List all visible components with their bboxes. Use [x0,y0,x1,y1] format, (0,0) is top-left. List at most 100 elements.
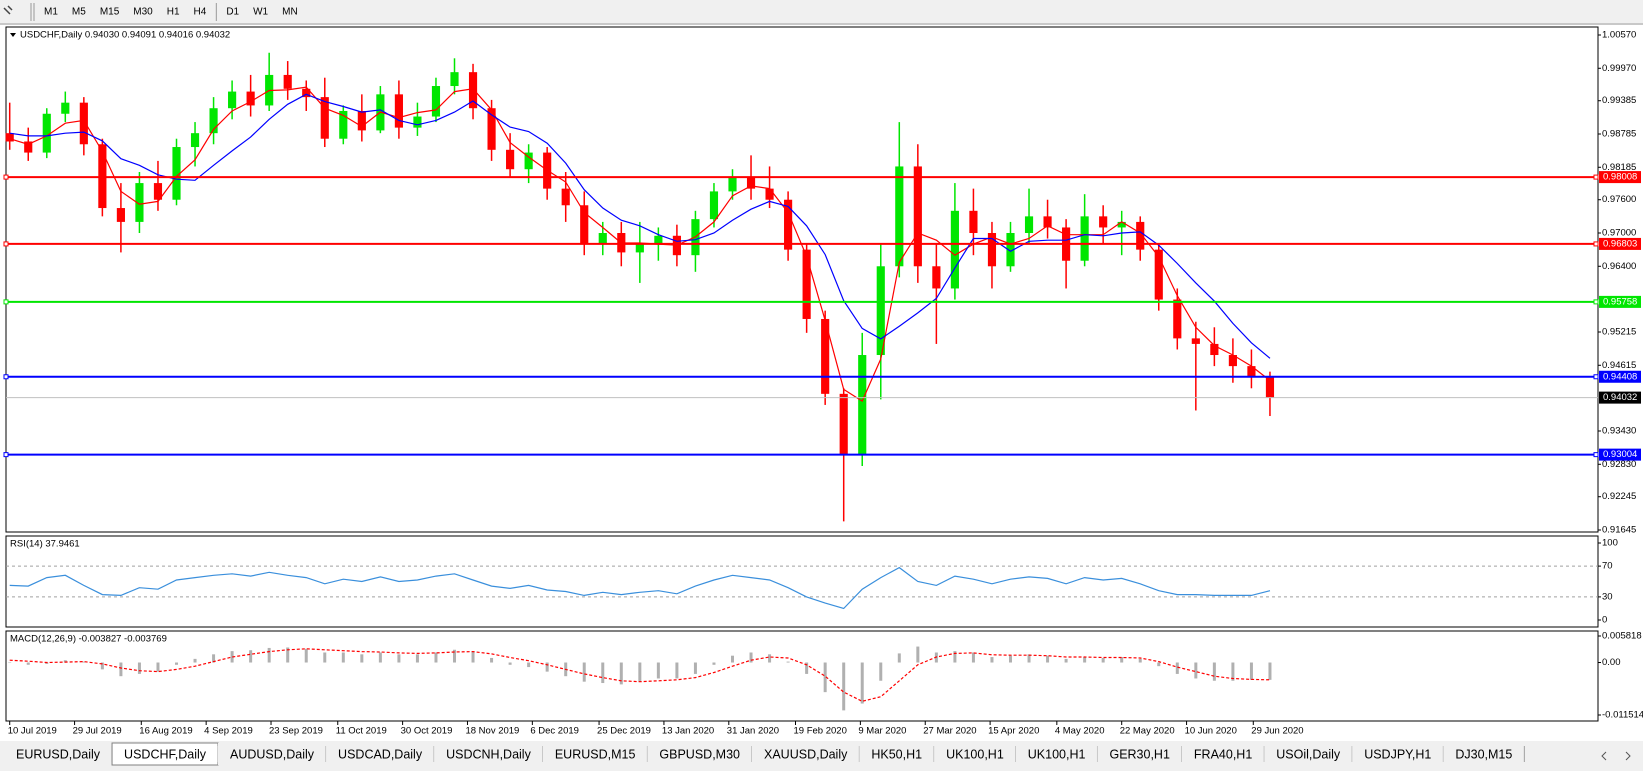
histogram-bar [1249,662,1253,680]
timeframe-label[interactable]: M5 [72,7,86,18]
histogram-bar [786,661,790,663]
timeframe-button[interactable] [65,3,92,21]
tab-label[interactable]: DJ30,M15 [1455,747,1512,761]
histogram-bar [971,652,975,663]
candle-body [24,141,33,153]
timeframe-button[interactable] [93,3,126,21]
tab[interactable] [542,743,648,765]
candle-body [1210,343,1219,356]
tab[interactable] [1352,743,1444,765]
histogram-bar [823,662,827,693]
tab-label[interactable]: FRA40,H1 [1194,747,1252,761]
tab-label[interactable]: GER30,H1 [1109,747,1169,761]
tab-label[interactable]: USOil,Daily [1276,747,1341,761]
tab-label[interactable]: USDCAD,Daily [338,747,423,761]
histogram-bar [212,654,216,663]
histogram-bar [527,662,531,668]
histogram-bar [415,654,419,663]
candle-body [302,88,311,98]
timeframe-label[interactable]: D1 [226,7,239,18]
tab[interactable] [859,743,935,765]
histogram-bar [453,649,457,663]
candle-body [1228,355,1237,367]
timeframe-label[interactable]: M1 [44,7,58,18]
tab[interactable] [1443,743,1525,765]
tab[interactable] [326,743,435,765]
timeframe-button[interactable] [38,3,64,21]
timeframe-button[interactable] [276,3,304,21]
timeframe-button[interactable] [187,3,213,21]
timeframe-label[interactable]: MN [282,7,298,18]
candle-body [135,183,144,222]
candle-body [116,208,125,222]
candle-body [969,210,978,233]
tab-scroll-left[interactable] [1601,751,1607,761]
candle-body [876,266,885,356]
timeframe-label[interactable]: H4 [194,7,207,18]
y-tick-label: 0.93430 [1602,426,1636,437]
histogram-bar [953,651,957,663]
tab[interactable] [934,743,1016,765]
tab-label[interactable]: HK50,H1 [871,747,922,761]
histogram-bar [490,657,494,663]
collapse-arrow[interactable] [10,33,16,37]
tab-label[interactable]: EURUSD,Daily [16,747,101,761]
level-handle [1593,299,1599,305]
candle-body [1247,366,1256,378]
pane-title: MACD(12,26,9) -0.003827 -0.003769 [10,634,167,645]
tab-label[interactable]: GBPUSD,M30 [659,747,740,761]
tab[interactable] [647,743,752,765]
tab-scroll-right[interactable] [1625,751,1631,761]
candle-body [413,116,422,128]
histogram-bar [619,662,623,685]
tab[interactable] [1264,743,1353,765]
tab-label[interactable]: XAUUSD,Daily [764,747,848,761]
histogram-bar [82,661,86,663]
level-badge [1599,295,1641,308]
candle-body [431,86,441,117]
tab-label[interactable]: EURUSD,M15 [555,747,636,761]
cursor-icon[interactable] [3,5,13,15]
tab-label[interactable]: UK100,H1 [946,747,1004,761]
y-tick-label: 0.98185 [1602,162,1636,173]
tab[interactable] [752,743,860,765]
timeframe-label[interactable]: W1 [253,7,268,18]
timeframe-label[interactable]: M30 [133,7,153,18]
histogram-bar [26,662,30,665]
candle-body [709,191,719,220]
timeframe-label[interactable]: M15 [100,7,120,18]
tab[interactable] [4,743,113,765]
tab-label[interactable]: USDCNH,Daily [446,747,531,761]
level-handle [3,374,9,380]
y-tick-label: -0.011514 [1602,710,1643,721]
histogram-bar [1046,655,1050,663]
histogram-bar [1194,662,1198,679]
y-tick-label: 0.96400 [1602,261,1636,272]
timeframe-button[interactable] [220,3,246,21]
timeframe-button[interactable] [247,3,275,21]
candle-body [1099,216,1108,228]
tab[interactable] [1181,743,1265,765]
tab[interactable] [1097,743,1182,765]
tab-label[interactable]: UK100,H1 [1028,747,1086,761]
histogram-bar [1008,655,1012,663]
candle-body [950,210,959,289]
tab-label[interactable]: USDCHF,Daily [124,747,207,761]
tab-label[interactable]: AUDUSD,Daily [230,747,315,761]
candle-body [913,166,922,267]
timeframe-button[interactable] [127,3,159,21]
level-handle [1593,452,1599,458]
tab[interactable] [218,743,327,765]
tab-label[interactable]: USDJPY,H1 [1364,747,1431,761]
level-label: 0.95758 [1603,296,1637,307]
histogram-bar [360,654,364,663]
tab[interactable] [1015,743,1098,765]
candle-body [357,110,366,131]
candle-body [765,188,774,200]
pane-border [5,630,1599,722]
histogram-bar [119,662,123,677]
timeframe-button[interactable] [160,3,186,21]
timeframe-label[interactable]: H1 [167,7,180,18]
candle-body [1117,221,1126,228]
tab[interactable] [434,743,543,765]
